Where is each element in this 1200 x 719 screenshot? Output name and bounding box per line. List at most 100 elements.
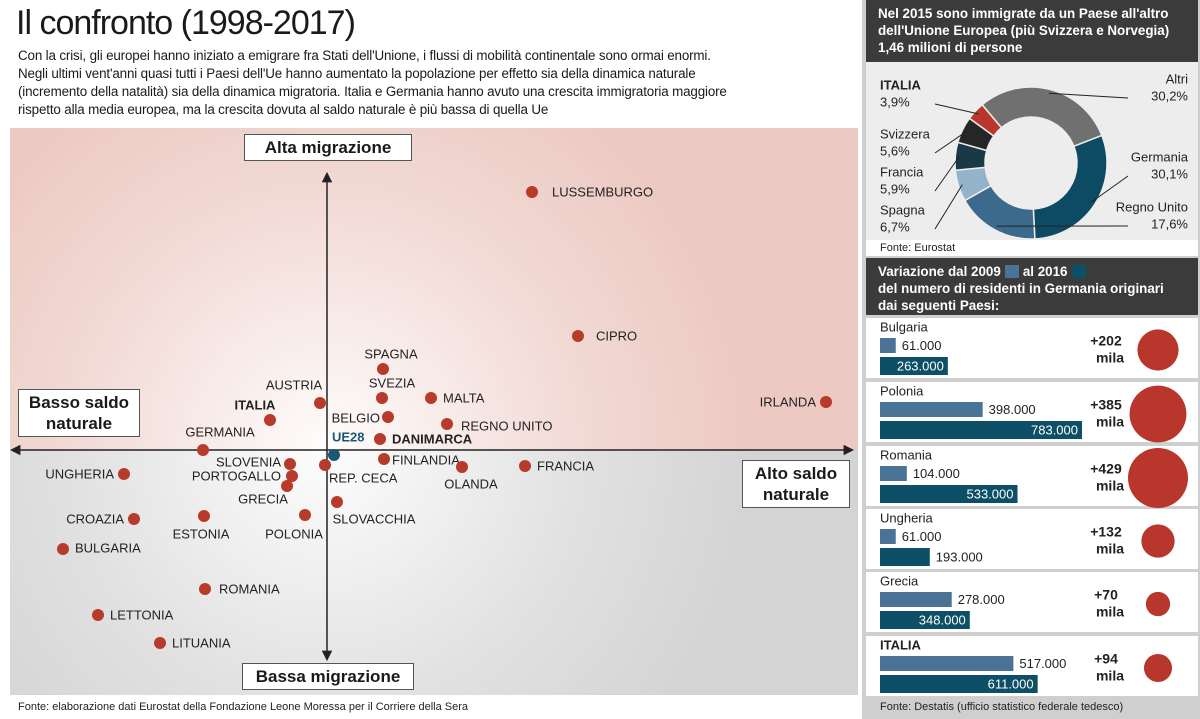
point-label: ESTONIA (173, 526, 230, 541)
point-label: SLOVACCHIA (333, 511, 416, 526)
point (377, 363, 389, 375)
difference-label: +132 (1090, 524, 1122, 540)
point-label: PORTOGALLO (192, 468, 281, 483)
point (331, 496, 343, 508)
difference-unit: mila (1096, 350, 1124, 366)
category-label: Polonia (880, 383, 924, 398)
bar (880, 402, 983, 417)
legend-swatch (1004, 265, 1019, 278)
point-label: UNGHERIA (45, 466, 114, 481)
difference-circle (1128, 448, 1188, 508)
intro-line: rispetto alla media europea, ma la cresc… (18, 102, 549, 117)
point-label: GERMANIA (185, 424, 255, 439)
point (328, 449, 340, 461)
difference-unit: mila (1096, 604, 1124, 620)
slice-value: 30,2% (1151, 88, 1188, 103)
bar-value-label: 348.000 (919, 612, 966, 627)
slice-value: 3,9% (880, 94, 910, 109)
scatter-source: Fonte: elaborazione dati Eurostat della … (18, 701, 469, 713)
difference-label: +202 (1090, 333, 1122, 349)
category-label: ITALIA (880, 637, 922, 652)
point (526, 186, 538, 198)
axis-label-bottom: Bassa migrazione (242, 663, 414, 690)
legend-swatch (1071, 265, 1086, 278)
point (286, 470, 298, 482)
difference-circle (1129, 385, 1187, 443)
intro-line: Negli ultimi vent'anni quasi tutti i Pae… (18, 66, 696, 81)
difference-unit: mila (1096, 668, 1124, 684)
bar (880, 592, 952, 607)
point-label: ITALIA (235, 397, 277, 412)
point (264, 414, 276, 426)
donut-title: Nel 2015 sono immigrate da un Paese all'… (866, 0, 1198, 62)
point-label: SLOVENIA (216, 454, 281, 469)
point (118, 468, 130, 480)
point (441, 418, 453, 430)
point-label: POLONIA (265, 526, 323, 541)
difference-label: +94 (1094, 651, 1118, 667)
bar (880, 675, 1038, 693)
donut-source-bg (866, 240, 1198, 256)
point-label: FINLANDIA (392, 452, 460, 467)
axis-label-right: Alto saldo naturale (742, 460, 850, 508)
bar (880, 656, 1014, 671)
intro-line: Con la crisi, gli europei hanno iniziato… (18, 48, 711, 63)
bar-value-label: 278.000 (958, 592, 1005, 607)
category-label: Romania (880, 447, 933, 462)
donut-slice (968, 103, 1003, 138)
bar-value-label: 517.000 (1019, 656, 1066, 671)
slice-label: Germania (1131, 149, 1189, 164)
intro-line: (incremento della natalità) sia della di… (18, 84, 727, 99)
point-label: MALTA (443, 390, 485, 405)
slice-value: 30,1% (1151, 166, 1188, 181)
bar-title-part: Variazione dal 2009 (878, 264, 1001, 279)
slice-value: 5,9% (880, 181, 910, 196)
slice-value: 6,7% (880, 219, 910, 234)
bar-value-label: 611.000 (988, 676, 1034, 691)
bar (880, 466, 907, 481)
difference-unit: mila (1096, 478, 1124, 494)
point (382, 411, 394, 423)
plot-glow (10, 128, 858, 695)
difference-label: +385 (1090, 397, 1122, 413)
bar (880, 485, 1018, 503)
slice-label: Svizzera (880, 126, 931, 141)
bar (880, 529, 896, 544)
point-label: UE28 (332, 429, 365, 444)
bar-value-label: 193.000 (936, 549, 983, 564)
point (519, 460, 531, 472)
point (374, 433, 386, 445)
point-label: SPAGNA (364, 346, 418, 361)
point (425, 392, 437, 404)
bar (880, 611, 970, 629)
point (376, 392, 388, 404)
point-label: OLANDA (444, 476, 498, 491)
leader-line (934, 184, 963, 230)
slice-label: Altri (1166, 71, 1189, 86)
point (284, 458, 296, 470)
bar-value-label: 61.000 (902, 338, 942, 353)
bar (880, 421, 1083, 439)
bar-source: Fonte: Destatis (ufficio statistico fede… (880, 701, 1124, 713)
point (128, 513, 140, 525)
difference-unit: mila (1096, 541, 1124, 557)
point-label: REP. CECA (329, 470, 398, 485)
point (154, 637, 166, 649)
category-label: Bulgaria (880, 319, 928, 334)
category-label: Grecia (880, 573, 919, 588)
leader-line (934, 103, 979, 115)
point-label: BELGIO (332, 410, 380, 425)
axis-label-top: Alta migrazione (244, 134, 412, 161)
bar-title: Variazione dal 2009 al 2016 del numero di … (866, 258, 1198, 315)
leader-line (1091, 175, 1129, 203)
point (572, 330, 584, 342)
slice-label: Regno Unito (1116, 199, 1188, 214)
bar-value-label: 263.000 (897, 358, 944, 373)
difference-label: +429 (1090, 461, 1122, 477)
bar (880, 357, 948, 375)
point-label: SVEZIA (369, 375, 416, 390)
point-label: REGNO UNITO (461, 418, 553, 433)
point-label: CROAZIA (66, 511, 124, 526)
point (92, 609, 104, 621)
